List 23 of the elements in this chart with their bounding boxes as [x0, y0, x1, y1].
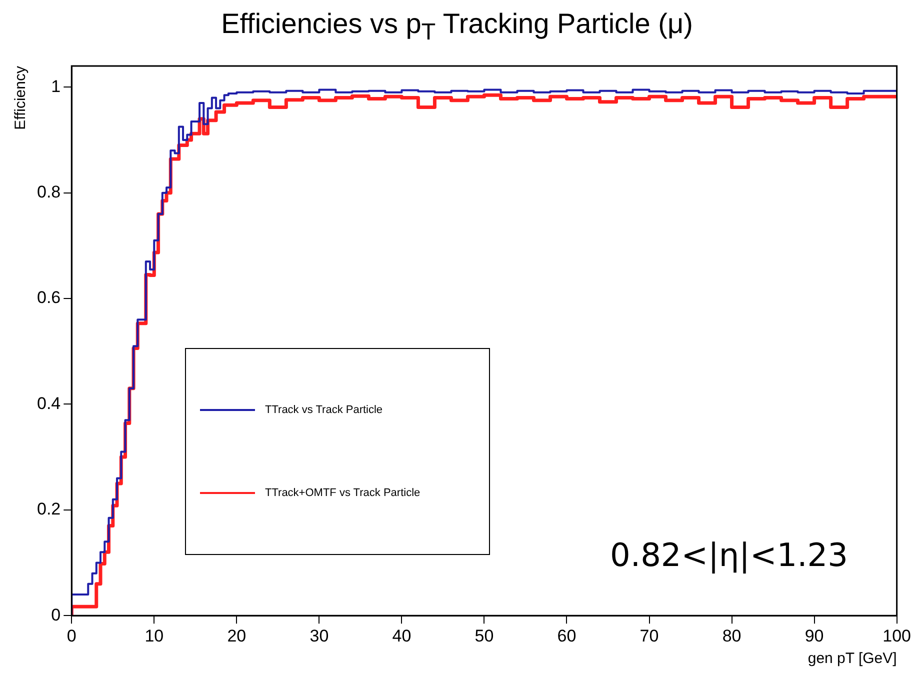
- x-tick-label: 50: [474, 626, 494, 646]
- chart-title: Efficiencies vs p$_{T}$ Tracking Particle (μ): [220, 8, 694, 46]
- y-tick-label: 0.6: [36, 288, 61, 308]
- y-axis-title: Efficiency: [12, 66, 30, 130]
- x-tick-label: 10: [144, 626, 164, 646]
- x-tick-label: 80: [722, 626, 742, 646]
- x-tick-label: 40: [392, 626, 412, 646]
- legend-label: TTrack vs Track Particle: [265, 404, 383, 416]
- x-tick-label: 30: [310, 626, 329, 646]
- y-tick-label: 0.8: [36, 182, 61, 202]
- x-tick-label: 60: [557, 626, 576, 646]
- x-tick-label: 0: [66, 626, 76, 646]
- x-axis-title: gen pT [GeV]: [808, 650, 897, 668]
- y-tick-label: 0.2: [36, 500, 61, 519]
- annotation: 0.82<|η|<1.23: [610, 536, 848, 574]
- y-tick-label: 0: [51, 605, 61, 624]
- legend-label: TTrack+OMTF vs Track Particle: [265, 486, 420, 499]
- x-tick-label: 20: [227, 626, 246, 646]
- y-tick-label: 1: [51, 76, 61, 96]
- x-tick-label: 100: [882, 626, 912, 646]
- x-tick-label: 90: [804, 626, 824, 646]
- x-tick-label: 70: [640, 626, 659, 646]
- y-tick-label: 0.4: [36, 394, 61, 413]
